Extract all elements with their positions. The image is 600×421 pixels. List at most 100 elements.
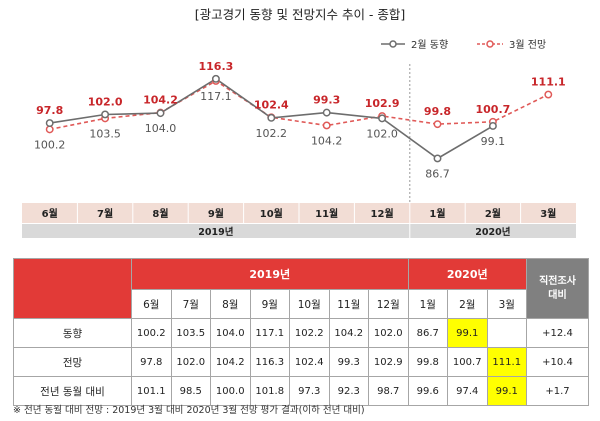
table-cell: 86.7 [407,318,448,348]
forecast-value-label: 116.3 [199,60,234,73]
year-header-2019: 2019년 [131,258,409,290]
line-chart: 2월 동향 3월 전망 97.8 102.0 104.2 116.3 102.4 99.3 10… [22,39,576,238]
table-cell: 102.0 [170,347,211,377]
forecast-point [544,90,553,99]
category-tick-label: 2월 [485,208,501,220]
table-cell: 100.2 [131,318,172,348]
row-header: 동향 [13,318,132,348]
forecast-value-label: 99.8 [424,105,451,118]
table-cell: 101.8 [249,376,290,406]
forecast-value-label: 102.9 [365,97,400,110]
current-value-label: 103.5 [89,127,121,140]
forecast-value-label: 97.8 [36,104,63,117]
forecast-value-label: 102.0 [88,95,123,108]
row-header: 전망 [13,347,132,377]
year-header-2020: 2020년 [407,258,527,290]
table-cell: 99.3 [328,347,369,377]
table-cell: 111.1 [486,347,527,377]
legend-current-marker [389,40,397,48]
table-cell: 100.7 [447,347,488,377]
table-cell: 102.2 [289,318,330,348]
month-header: 7월 [170,289,211,319]
current-point [378,114,387,123]
month-header: 6월 [131,289,172,319]
category-tick-label: 8월 [152,208,168,220]
table-cell: 98.5 [170,376,211,406]
table-cell [486,318,527,348]
change-cell: +12.4 [526,318,589,348]
table-cell: 103.5 [170,318,211,348]
current-point [156,109,165,118]
table-cell: 98.7 [368,376,409,406]
table-cell: 97.8 [131,347,172,377]
table-cell: 102.9 [368,347,409,377]
current-point [45,119,54,128]
change-cell: +10.4 [526,347,589,377]
forecast-value-label: 100.7 [476,103,511,116]
month-header: 1월 [407,289,448,319]
current-point [211,74,220,83]
forecast-point [45,125,54,134]
table-cell: 99.1 [486,376,527,406]
table-cell: 102.4 [289,347,330,377]
table-row: 전망 97.8 102.0 104.2 116.3 102.4 99.3 102.9 99.8 1… [13,347,589,377]
table-cell: 97.3 [289,376,330,406]
year-band [22,224,576,238]
current-point [488,122,497,130]
category-tick-label: 1월 [429,208,445,220]
current-value-label: 100.2 [34,138,66,151]
table-cell: 99.1 [447,318,488,348]
month-header: 12월 [368,289,409,319]
month-header: 2월 [447,289,488,319]
forecast-point [433,120,442,129]
current-value-label: 99.1 [481,135,506,148]
table-cell: 104.2 [210,347,251,377]
current-value-label: 86.7 [425,167,450,180]
current-point [101,110,110,119]
category-tick-label: 7월 [97,208,113,220]
table-cell: 104.2 [328,318,369,348]
table-cell: 116.3 [249,347,290,377]
category-tick-label: 11월 [315,208,338,220]
month-header: 3월 [486,289,527,319]
chart-title: [광고경기 동향 및 전망지수 추이 - 종합] [194,7,406,22]
month-header: 9월 [249,289,290,319]
table-cell: 102.0 [368,318,409,348]
legend-current-label: 2월 동향 [411,39,448,51]
table-cell: 104.0 [210,318,251,348]
series-forecast-line [49,79,549,131]
forecast-point [322,121,331,130]
table-year-row: 2019년 2020년 직전조사 대비 [13,258,589,319]
current-value-label: 102.0 [366,127,398,140]
change-cell: +1.7 [526,376,589,406]
legend-forecast-label: 3월 전망 [509,39,546,51]
forecast-value-label: 111.1 [531,76,566,89]
year-group-label: 2020년 [475,226,510,238]
forecast-value-label: 99.3 [313,94,340,107]
category-tick-label: 10월 [260,208,283,220]
table-cell: 92.3 [328,376,369,406]
table-cell: 101.1 [131,376,172,406]
category-tick-label: 6월 [42,208,58,220]
current-value-label: 117.1 [200,90,232,103]
month-header: 11월 [328,289,369,319]
footnote: ※ 전년 동월 대비 전망 : 2019년 3월 대비 2020년 3월 전망 … [13,405,365,416]
table-cell: 99.6 [407,376,448,406]
current-value-label: 104.0 [145,122,177,135]
table-row: 전년 동월 대비 101.1 98.5 100.0 101.8 97.3 92.3 98.7 9… [13,376,589,406]
prev-survey-header: 직전조사 대비 [526,258,589,319]
current-point [267,113,276,122]
table-cell: 97.4 [447,376,488,406]
year-group-label: 2019년 [198,226,233,238]
current-value-label: 104.2 [311,134,343,147]
table-cell: 100.0 [210,376,251,406]
table-cell: 99.8 [407,347,448,377]
legend-forecast-marker [486,40,494,48]
table-cell: 117.1 [249,318,290,348]
category-tick-label: 9월 [208,208,224,220]
month-header: 10월 [289,289,330,319]
forecast-value-label: 102.4 [254,98,289,111]
data-table: 2019년 2020년 직전조사 대비 6월 7월 8월 9월 10월 11월 12월 1월 2월… [13,258,589,406]
forecast-value-label: 104.2 [143,94,178,107]
current-value-label: 102.2 [256,127,288,140]
